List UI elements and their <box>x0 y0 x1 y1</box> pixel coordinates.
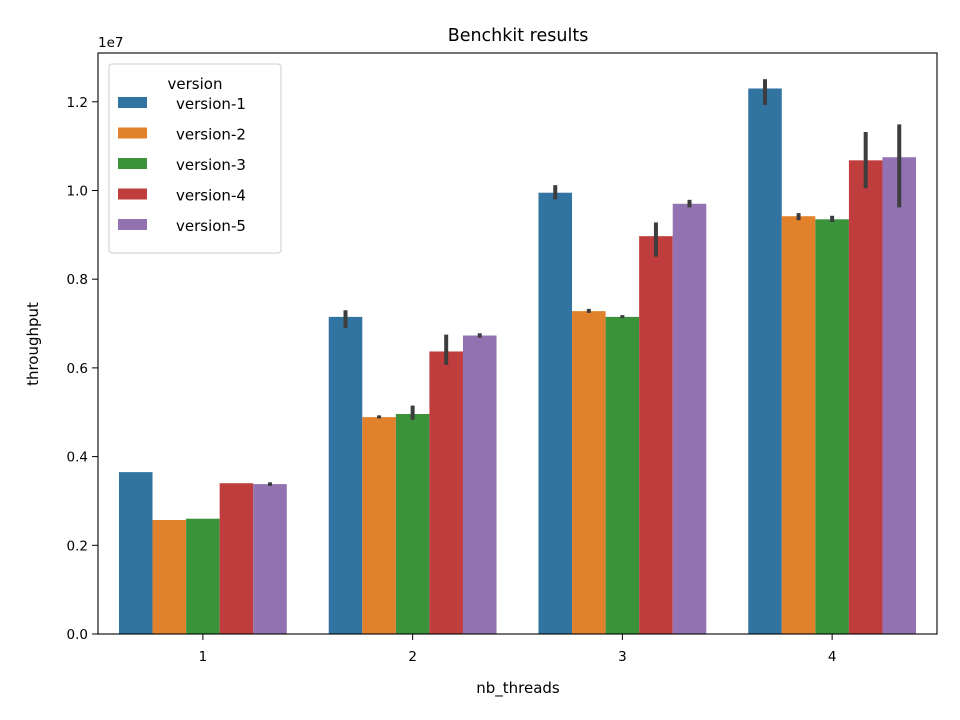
legend-swatch-version-4 <box>118 188 147 200</box>
chart-title: Benchkit results <box>448 26 589 46</box>
bar-version-5-threads-1 <box>253 484 287 634</box>
legend-label-version-4: version-4 <box>176 187 246 205</box>
bar-version-2-threads-1 <box>152 520 187 634</box>
y-scale-label: 1e7 <box>98 35 123 51</box>
bar-version-1-threads-2 <box>328 316 363 634</box>
y-tick-label: 0.6 <box>67 361 88 377</box>
y-tick-label: 0.8 <box>67 272 88 288</box>
bar-version-3-threads-2 <box>395 414 430 634</box>
x-axis: 1 2 3 4 <box>199 634 837 665</box>
y-tick-label: 0.4 <box>67 450 88 466</box>
x-tick-label: 1 <box>199 649 208 665</box>
bar-version-5-threads-3 <box>672 203 707 635</box>
legend-items: version-1 version-2 version-3 version-4 vers… <box>118 95 246 235</box>
legend-label-version-5: version-5 <box>176 217 246 235</box>
bar-version-2-threads-3 <box>572 311 606 634</box>
y-axis-label: throughput <box>24 302 42 386</box>
legend: version version-1version-2version-3versi… <box>108 63 282 254</box>
bar-version-1-threads-1 <box>118 472 153 634</box>
bar-version-3-threads-3 <box>605 316 640 634</box>
y-tick-label: 0.2 <box>67 538 88 554</box>
bar-version-5-threads-4 <box>882 157 917 635</box>
bar-version-3-threads-4 <box>815 219 849 634</box>
bar-version-5-threads-2 <box>462 335 497 634</box>
bar-version-3-threads-1 <box>186 518 220 634</box>
x-axis-label: nb_threads <box>476 679 560 698</box>
legend-swatch-version-2 <box>118 127 147 139</box>
x-tick-label: 2 <box>408 649 417 665</box>
bar-version-2-threads-2 <box>362 417 396 634</box>
bar-version-4-threads-3 <box>639 236 673 635</box>
plot-frame <box>97 52 938 635</box>
bar-version-4-threads-1 <box>219 483 254 634</box>
y-axis: 0.0 0.2 0.4 0.6 0.8 1.0 1.2 <box>67 95 98 643</box>
bar-version-1-threads-3 <box>538 192 573 634</box>
x-tick-label: 4 <box>828 649 837 665</box>
legend-title: version <box>168 75 223 93</box>
legend-swatch-version-5 <box>118 219 147 230</box>
legend-box <box>108 63 282 254</box>
y-tick-label: 0.0 <box>67 627 88 643</box>
bar-version-1-threads-4 <box>748 88 782 635</box>
bar-version-4-threads-4 <box>848 160 883 634</box>
y-tick-label: 1.0 <box>67 183 88 199</box>
legend-swatch-version-1 <box>118 97 147 108</box>
legend-label-version-1: version-1 <box>176 95 246 113</box>
y-tick-label: 1.2 <box>67 95 88 111</box>
bars-group <box>118 88 917 635</box>
legend-label-version-2: version-2 <box>176 126 246 144</box>
bar-version-4-threads-2 <box>429 351 463 634</box>
legend-label-version-3: version-3 <box>176 156 246 174</box>
bar-version-2-threads-4 <box>781 216 816 634</box>
x-tick-label: 3 <box>618 649 627 665</box>
legend-swatch-version-3 <box>118 158 147 169</box>
error-bars-group <box>268 79 902 486</box>
